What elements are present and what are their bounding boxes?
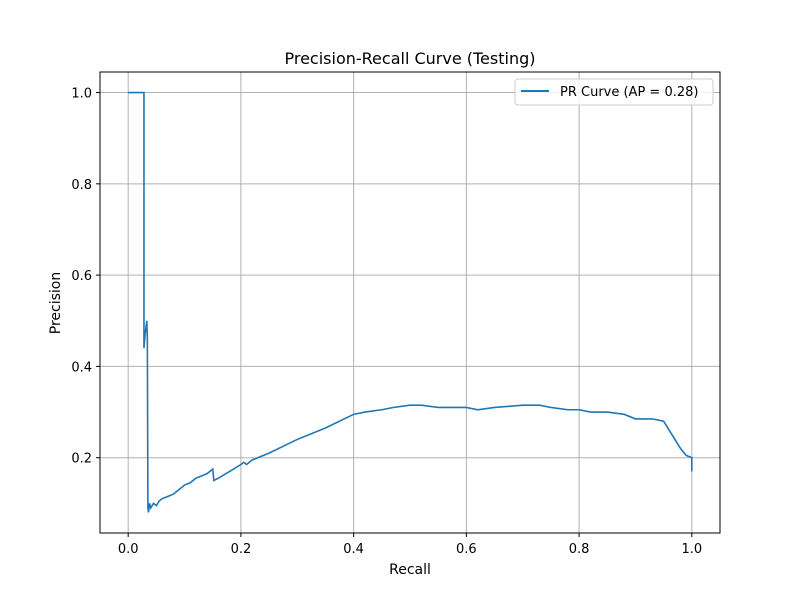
y-tick-label: 1.0 [71, 87, 92, 102]
axes-frame [99, 71, 721, 534]
x-tick-label: 0.6 [456, 542, 477, 557]
axis-ticks: 0.0 0.2 0.4 0.6 0.8 1.0 0.2 0.4 0.6 0.8 1.0 [71, 87, 702, 557]
y-tick-label: 0.6 [71, 269, 92, 284]
x-tick-label: 0.2 [231, 542, 252, 557]
legend: PR Curve (AP = 0.28) [514, 78, 714, 106]
x-tick-label: 0.8 [569, 542, 590, 557]
y-tick-label: 0.2 [71, 452, 92, 467]
x-tick-label: 0.4 [343, 542, 364, 557]
y-axis-label: Precision [48, 272, 64, 334]
y-tick-label: 0.4 [71, 360, 92, 375]
pr-curve-line [128, 91, 693, 513]
x-tick-label: 0.0 [118, 542, 139, 557]
x-axis-label: Recall [389, 562, 431, 578]
chart-title: Precision-Recall Curve (Testing) [284, 49, 535, 68]
y-tick-label: 0.8 [71, 178, 92, 193]
plot-series [128, 91, 693, 513]
x-tick-label: 1.0 [681, 542, 702, 557]
legend-box [514, 78, 714, 106]
legend-label: PR Curve (AP = 0.28) [560, 85, 698, 100]
